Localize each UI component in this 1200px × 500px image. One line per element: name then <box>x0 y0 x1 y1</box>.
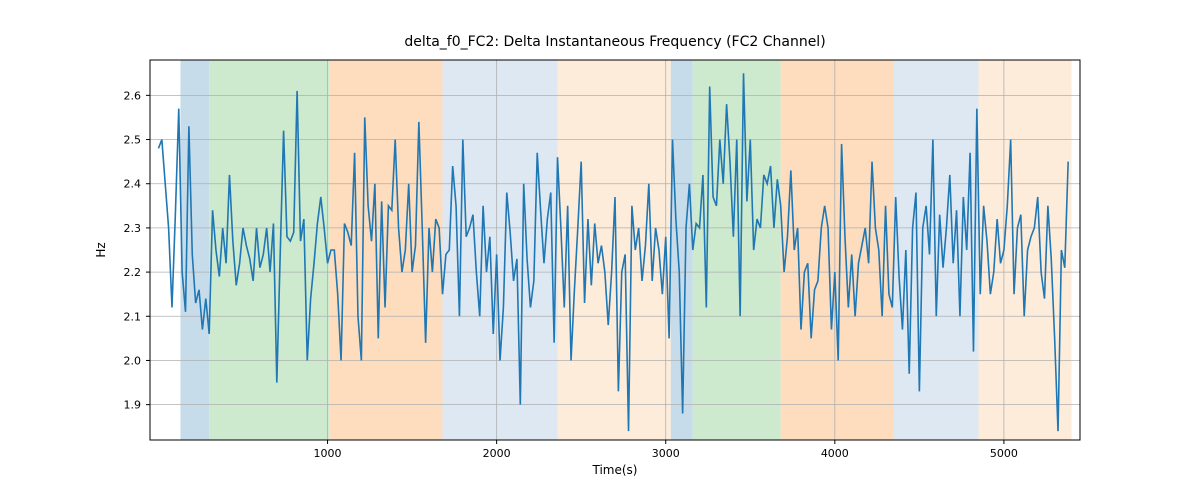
y-tick-label: 2.1 <box>124 310 142 323</box>
x-tick-label: 2000 <box>483 447 511 460</box>
y-tick-label: 1.9 <box>124 399 142 412</box>
chart-title: delta_f0_FC2: Delta Instantaneous Freque… <box>404 34 825 50</box>
x-tick-label: 1000 <box>314 447 342 460</box>
band <box>329 60 442 440</box>
y-tick-label: 2.2 <box>124 266 142 279</box>
band <box>894 60 979 440</box>
band <box>979 60 1072 440</box>
y-tick-label: 2.4 <box>124 178 142 191</box>
y-axis-label: Hz <box>94 242 108 257</box>
chart-container: delta_f0_FC2: Delta Instantaneous Freque… <box>0 0 1200 500</box>
y-tick-label: 2.5 <box>124 134 142 147</box>
y-tick-label: 2.0 <box>124 354 142 367</box>
y-tick-label: 2.3 <box>124 222 142 235</box>
x-axis-label: Time(s) <box>592 463 638 477</box>
x-tick-label: 4000 <box>821 447 849 460</box>
x-ticks: 1000 2000 3000 4000 5000 <box>314 440 1018 460</box>
band <box>443 60 558 440</box>
x-tick-label: 5000 <box>990 447 1018 460</box>
line-chart: delta_f0_FC2: Delta Instantaneous Freque… <box>0 0 1200 500</box>
y-ticks: 1.9 2.0 2.1 2.2 2.3 2.4 2.5 2.6 <box>124 89 151 411</box>
band <box>693 60 781 440</box>
band <box>180 60 209 440</box>
y-tick-label: 2.6 <box>124 89 142 102</box>
x-tick-label: 3000 <box>652 447 680 460</box>
